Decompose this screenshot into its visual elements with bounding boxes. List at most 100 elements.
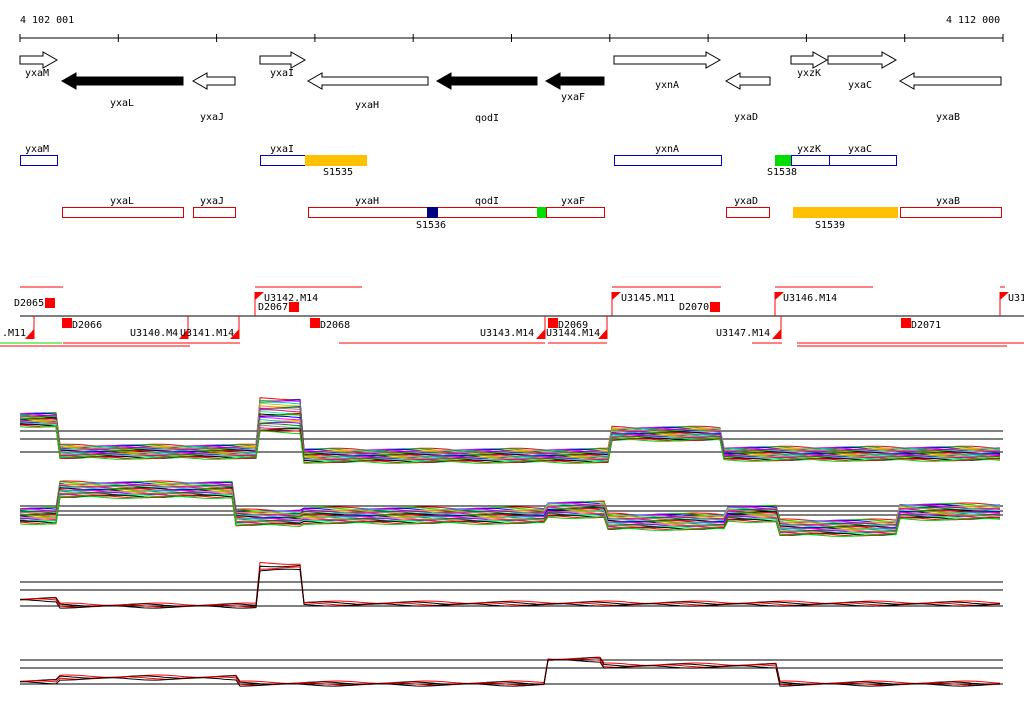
feature-marker[interactable] [62,318,72,328]
feature-label: U3146.M14 [783,293,837,304]
feature-label: U3140.M4 [130,328,178,339]
ruler-end-label: 4 112 000 [946,15,1000,26]
gene-label: yxnA [655,80,679,91]
feature-marker[interactable] [901,318,911,328]
annotation-label: yxaB [936,196,960,207]
gene-label: yxzK [797,68,821,79]
gene-arrow-yxaM[interactable] [19,51,59,69]
expression-line [19,401,1001,454]
annotation-box-yxaJ[interactable] [193,207,236,218]
feature-flag-icon[interactable] [536,329,545,339]
annotation-label: yxnA [655,144,679,155]
gene-label: yxaI [270,68,294,79]
gene-label: yxaF [561,92,585,103]
feature-marker[interactable] [289,302,299,312]
annotation-label: yxaF [561,196,585,207]
feature-label: D2067 [258,302,288,313]
expression-line [19,482,1001,525]
annotation-box-yxaF[interactable] [546,207,605,218]
feature-label: U3147.M14 [716,328,770,339]
annotation-box-yxzK[interactable] [791,155,830,166]
annotation-label: yxaJ [200,196,224,207]
feature-label: U3141.M14 [180,328,234,339]
expression-line [20,397,1001,452]
expression-line [19,402,1001,454]
expression-line [19,481,1001,523]
feature-marker[interactable] [45,298,55,308]
annotation-label: yxaC [848,144,872,155]
annotation-label: S1538 [767,167,797,178]
feature-marker[interactable] [548,318,558,328]
annotation-box-yxaD[interactable] [726,207,770,218]
annotation-label: yxzK [797,144,821,155]
feature-flag-icon[interactable] [25,329,34,339]
annotation-marker [537,207,546,218]
gene-arrow-yxnA[interactable] [613,51,722,69]
annotation-label: yxaH [355,196,379,207]
annotation-box-S1536[interactable] [427,207,438,218]
gene-arrow-yxaB[interactable] [898,72,1002,90]
feature-label: D2070 [679,302,709,313]
gene-track: yxaM yxaL yxaJ yxaI yxaH qodI yxaF yxnA yxaD yxzK… [19,51,1002,124]
gene-label: yxaJ [200,112,224,123]
annotation-label: yxaL [110,196,134,207]
gene-arrow-yxaF[interactable] [544,72,605,90]
annotation-box-S1539[interactable] [793,207,898,218]
feature-label: U3145.M11 [621,293,675,304]
feature-flag-icon[interactable] [255,292,264,300]
feature-flag-icon[interactable] [775,292,784,300]
annotation-box-yxaL[interactable] [62,207,184,218]
expression-line [19,425,1001,464]
expression-line [19,659,1001,687]
annotation-label: yxaD [734,196,758,207]
gene-label: yxaM [25,68,49,79]
gene-arrow-yxaH[interactable] [306,72,429,90]
annotation-label: S1539 [815,220,845,231]
feature-marker[interactable] [310,318,320,328]
annotation-label: qodI [475,196,499,207]
feature-label: U3144.M14 [546,328,600,339]
feature-label: .M11 [2,328,26,339]
annotation-box-yxnA[interactable] [614,155,722,166]
annotation-box-yxaC[interactable] [829,155,897,166]
annotation-box-S1535[interactable] [305,155,367,166]
expression-tracks [19,397,1003,687]
feature-flag-icon[interactable] [772,329,781,339]
annotation-track: yxaM yxaI S1535 yxnA S1538 yxzK yxaC yxaL yxaJ yx… [20,144,1002,231]
expression-line [20,561,1001,606]
feature-marker[interactable] [710,302,720,312]
gene-arrow-qodI[interactable] [435,72,538,90]
feature-flag-icon[interactable] [179,329,188,339]
gene-arrow-yxaC[interactable] [827,51,898,69]
ruler-start-label: 4 102 001 [20,15,74,26]
expression-line [19,398,1001,452]
feature-flag-icon[interactable] [230,329,239,339]
gene-label: yxaC [848,80,872,91]
expression-line [19,568,1001,609]
feature-label: D2071 [911,320,941,331]
annotation-label: S1536 [416,220,446,231]
feature-label: D2065 [14,298,44,309]
expression-line [19,399,1001,452]
expression-line [19,657,1001,685]
feature-flag-icon[interactable] [598,329,607,339]
gene-arrow-yxaI[interactable] [259,51,307,69]
expression-line [19,495,1001,537]
annotation-box-yxaB[interactable] [900,207,1002,218]
feature-flag-icon[interactable] [1000,292,1009,300]
gene-label: yxaB [936,112,960,123]
expression-line [19,410,1001,457]
gene-arrow-yxzK[interactable] [790,51,829,69]
annotation-box-yxaI[interactable] [260,155,306,166]
annotation-box-S1538[interactable] [775,155,792,166]
annotation-box-yxaM[interactable] [20,155,58,166]
annotation-label: yxaM [25,144,49,155]
gene-arrow-yxaD[interactable] [724,72,771,90]
feature-flag-icon[interactable] [612,292,621,300]
feature-label: U31 [1008,293,1024,304]
expression-line [19,495,1001,537]
gene-arrow-yxaJ[interactable] [191,72,236,90]
gene-label: yxaD [734,112,758,123]
gene-arrow-yxaL[interactable] [60,72,184,90]
